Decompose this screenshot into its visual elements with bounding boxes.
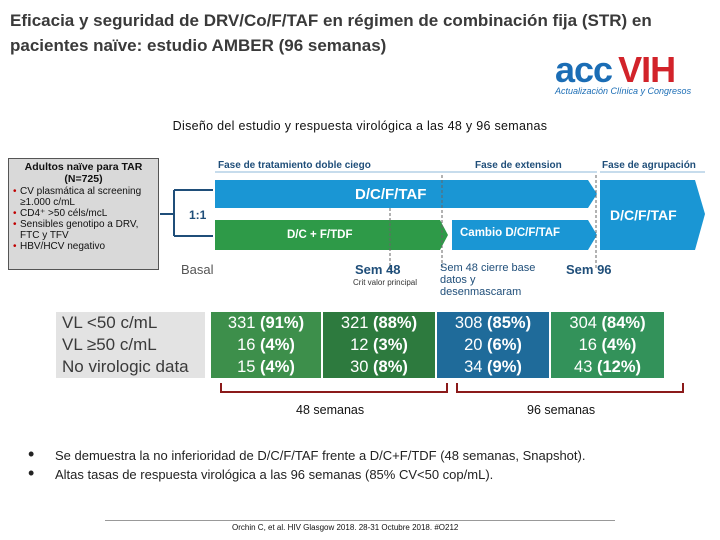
bracket-label-96: 96 semanas	[527, 403, 596, 417]
bracket-48-weeks	[220, 383, 448, 393]
criteria-item: CV plasmática al screening ≥1.000 c/mL	[13, 186, 154, 209]
study-design-diagram	[160, 171, 705, 270]
bracket-96-weeks	[456, 383, 684, 393]
logo-acc: acc	[555, 49, 613, 90]
result-cell: 331 (91%)	[207, 312, 322, 334]
criteria-item: HBV/HCV negativo	[13, 242, 154, 253]
phase-double-blind: Fase de tratamiento doble ciego	[218, 160, 371, 171]
arm-switch-label: Cambio D/C/F/TAF	[460, 227, 561, 239]
patients-title: Adultos naïve para TAR (N=725)	[24, 161, 143, 185]
result-cell: 321 (88%)	[321, 312, 436, 334]
result-cell: 16 (4%)	[549, 334, 664, 356]
arm-bottom-arrow	[215, 220, 448, 250]
logo-tagline: Actualización Clínica y Congresos	[555, 86, 692, 96]
logo-vih: VIH	[618, 49, 676, 90]
phase-rollover: Fase de agrupación	[602, 160, 696, 171]
footer-citation: Orchin C, et al. HIV Glasgow 2018. 28-31…	[232, 523, 459, 532]
timepoint-basal: Basal	[181, 262, 214, 277]
row-label: No virologic data	[56, 356, 211, 378]
result-cell: 12 (3%)	[321, 334, 436, 356]
footer-divider	[105, 520, 615, 521]
phase-extension: Fase de extension	[475, 160, 562, 171]
table-row: VL ≥50 c/mL 16 (4%) 12 (3%) 20 (6%) 16 (…	[56, 334, 664, 356]
arm-switch-arrow	[452, 220, 597, 250]
result-cell: 15 (4%)	[207, 356, 322, 378]
result-cell: 20 (6%)	[435, 334, 550, 356]
result-cell: 34 (9%)	[435, 356, 550, 378]
accvih-logo: acc VIH Actualización Clínica y Congresos	[555, 52, 705, 98]
row-label: VL ≥50 c/mL	[56, 334, 211, 356]
row-label: VL <50 c/mL	[56, 312, 211, 334]
result-cell: 304 (84%)	[549, 312, 664, 334]
conclusion-item: Se demuestra la no inferioridad de D/C/F…	[28, 445, 585, 465]
timepoint-week96: Sem 96	[566, 262, 612, 277]
rollover-arrow	[600, 180, 705, 250]
timepoint-week48: Sem 48	[355, 262, 401, 277]
arm-bottom-label: D/C + F/TDF	[287, 229, 353, 241]
conclusions-list: Se demuestra la no inferioridad de D/C/F…	[28, 445, 585, 484]
arm-top-arrow	[215, 180, 597, 208]
criteria-item: Sensibles genotipo a DRV, FTC y TFV	[13, 220, 154, 242]
timepoint-week48-lock: Sem 48 cierre base datos y desenmascaram	[440, 262, 536, 298]
virologic-results-table: VL <50 c/mL 331 (91%) 321 (88%) 308 (85%…	[56, 312, 664, 378]
result-cell: 30 (8%)	[321, 356, 436, 378]
patients-box: Adultos naïve para TAR (N=725) CV plasmá…	[8, 158, 159, 270]
result-cell: 308 (85%)	[435, 312, 550, 334]
bracket-label-48: 48 semanas	[296, 403, 365, 417]
table-row: No virologic data 15 (4%) 30 (8%) 34 (9%…	[56, 356, 664, 378]
logo-wordmark: acc VIH	[555, 49, 676, 90]
conclusion-item: Altas tasas de respuesta virológica a la…	[28, 464, 585, 484]
rollover-label: D/C/F/TAF	[610, 207, 677, 223]
arm-top-label: D/C/F/TAF	[355, 186, 427, 203]
timepoint-week48-note: Crit valor principal	[353, 278, 418, 287]
slide-title: Eficacia y seguridad de DRV/Co/F/TAF en …	[10, 11, 652, 55]
section-subtitle: Diseño del estudio y respuesta virológic…	[172, 119, 548, 133]
result-cell: 16 (4%)	[207, 334, 322, 356]
randomization-ratio: 1:1	[189, 208, 207, 222]
criteria-item: CD4⁺ >50 céls/mcL	[13, 208, 154, 220]
result-cell: 43 (12%)	[549, 356, 664, 378]
inclusion-criteria-list: CV plasmática al screening ≥1.000 c/mL C…	[13, 186, 154, 253]
table-row: VL <50 c/mL 331 (91%) 321 (88%) 308 (85%…	[56, 312, 664, 334]
